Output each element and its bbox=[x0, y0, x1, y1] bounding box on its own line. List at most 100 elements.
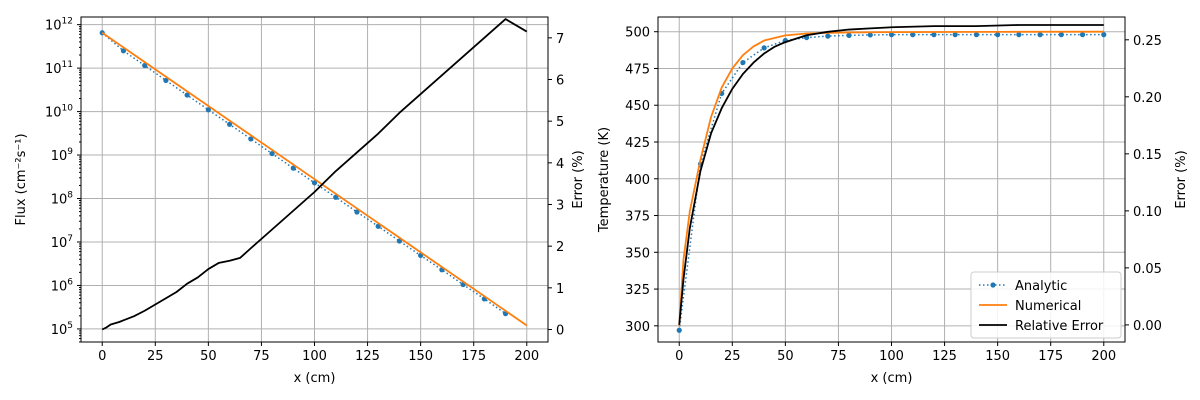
data-point-analytic bbox=[354, 209, 360, 215]
x-axis: 0 25 50 75 100 125 150 175 200 x (cm) bbox=[675, 342, 1116, 386]
data-point-analytic bbox=[290, 165, 296, 171]
y2-tick-label: 0.20 bbox=[1133, 91, 1162, 106]
data-point-analytic bbox=[952, 32, 958, 38]
y2-tick-label: 4 bbox=[556, 157, 564, 172]
x-axis: 0 25 50 75 100 125 150 175 200 x (cm) bbox=[98, 342, 539, 386]
x-tick-label: 50 bbox=[200, 349, 217, 364]
series-line-numerical bbox=[678, 30, 1104, 326]
data-point-analytic bbox=[205, 107, 211, 113]
y-tick-label: 105 bbox=[51, 321, 73, 338]
y2-tick-label: 0.05 bbox=[1133, 262, 1162, 277]
y-axis-label: Flux (cm⁻²s⁻¹) bbox=[14, 133, 29, 225]
data-point-analytic bbox=[825, 33, 831, 39]
data-point-analytic bbox=[846, 32, 852, 38]
y-tick-label: 106 bbox=[51, 277, 74, 294]
y2-tick-label: 0.25 bbox=[1133, 34, 1162, 49]
legend-label-relative-error: Relative Error bbox=[1015, 319, 1104, 334]
x-axis-label: x (cm) bbox=[294, 371, 336, 386]
data-point-analytic bbox=[311, 180, 318, 186]
x-tick-label: 125 bbox=[355, 349, 380, 364]
x-tick-label: 175 bbox=[461, 349, 486, 364]
x-tick-label: 0 bbox=[98, 349, 106, 364]
y-tick-label: 108 bbox=[51, 191, 74, 208]
x-tick-label: 25 bbox=[147, 349, 164, 364]
y-tick-label: 450 bbox=[625, 99, 650, 114]
x-tick-label: 150 bbox=[408, 349, 433, 364]
y2-tick-label: 0.00 bbox=[1133, 319, 1162, 334]
legend-box bbox=[970, 271, 1122, 339]
y2-tick-label: 0.15 bbox=[1133, 148, 1162, 163]
data-point-analytic bbox=[248, 136, 254, 142]
y-tick-label: 1010 bbox=[45, 104, 73, 121]
x-tick-label: 25 bbox=[724, 349, 741, 364]
series-line-numerical bbox=[101, 32, 528, 327]
series-group bbox=[99, 18, 528, 331]
data-point-analytic bbox=[1079, 32, 1086, 38]
data-point-analytic bbox=[163, 77, 169, 84]
legend: Analytic Numerical Relative Error bbox=[970, 271, 1122, 339]
x-tick-label: 200 bbox=[514, 349, 539, 364]
y-tick-label: 107 bbox=[51, 234, 73, 251]
chart-panel-2: 0 25 50 75 100 125 150 175 200 x (cm) 300 325 350 375… bbox=[597, 16, 1189, 386]
y-tick-label: 425 bbox=[625, 136, 650, 151]
data-point-analytic bbox=[142, 62, 148, 69]
data-point-analytic bbox=[931, 32, 937, 38]
y-tick-label: 375 bbox=[625, 210, 650, 225]
legend-label-analytic: Analytic bbox=[1015, 279, 1067, 294]
data-point-analytic bbox=[910, 32, 916, 38]
data-point-analytic bbox=[269, 150, 275, 157]
x-tick-label: 100 bbox=[879, 349, 904, 364]
data-point-analytic bbox=[226, 121, 233, 127]
x-tick-label: 50 bbox=[777, 349, 794, 364]
data-point-analytic bbox=[995, 32, 1001, 38]
series-line-relative-error bbox=[101, 18, 528, 331]
data-point-analytic bbox=[184, 92, 190, 98]
data-point-analytic bbox=[761, 45, 767, 51]
y-axis-left: 300 325 350 375 400 425 450 475 500 Temperature (… bbox=[597, 26, 658, 335]
data-point-analytic bbox=[740, 59, 746, 66]
data-point-analytic bbox=[1037, 32, 1043, 38]
data-point-analytic bbox=[973, 32, 980, 38]
x-axis-label: x (cm) bbox=[871, 371, 913, 386]
y2-tick-label: 0 bbox=[556, 324, 564, 339]
y-tick-label: 400 bbox=[625, 173, 650, 188]
y-tick-label: 1012 bbox=[45, 17, 73, 34]
y2-axis-label: Error (%) bbox=[571, 150, 586, 208]
y-axis-left: 105 106 107 108 109 1010 1011 1012 Flux (cm⁻²s⁻¹… bbox=[14, 17, 81, 343]
y2-tick-label: 1 bbox=[556, 282, 564, 297]
x-tick-label: 125 bbox=[932, 349, 957, 364]
series-line-relative-error bbox=[678, 24, 1104, 325]
data-point-analytic bbox=[333, 194, 339, 200]
y-tick-label: 109 bbox=[51, 147, 74, 164]
y2-tick-label: 0.10 bbox=[1133, 205, 1162, 220]
data-point-analytic bbox=[888, 32, 895, 38]
y-tick-label: 350 bbox=[625, 246, 650, 261]
x-tick-label: 0 bbox=[675, 349, 683, 364]
legend-marker-analytic bbox=[990, 282, 996, 288]
y2-axis-label: Error (%) bbox=[1174, 150, 1189, 208]
x-tick-label: 75 bbox=[253, 349, 270, 364]
x-tick-label: 100 bbox=[302, 349, 327, 364]
y-tick-label: 325 bbox=[625, 283, 650, 298]
data-point-analytic bbox=[120, 48, 127, 54]
data-point-analytic bbox=[1058, 32, 1064, 38]
y2-tick-label: 3 bbox=[556, 199, 564, 214]
data-point-analytic bbox=[396, 238, 403, 244]
x-tick-label: 200 bbox=[1091, 349, 1116, 364]
x-tick-label: 175 bbox=[1038, 349, 1063, 364]
y2-tick-label: 6 bbox=[556, 74, 564, 89]
x-tick-label: 150 bbox=[985, 349, 1010, 364]
y2-tick-label: 2 bbox=[556, 240, 564, 255]
y2-tick-label: 7 bbox=[556, 32, 564, 47]
legend-label-numerical: Numerical bbox=[1015, 299, 1081, 314]
data-point-analytic bbox=[1101, 32, 1107, 38]
x-tick-label: 75 bbox=[830, 349, 847, 364]
data-point-analytic bbox=[1016, 32, 1022, 38]
y-tick-label: 475 bbox=[625, 62, 650, 77]
y-tick-label: 500 bbox=[625, 26, 650, 41]
y-axis-label: Temperature (K) bbox=[597, 127, 612, 233]
y-tick-label: 1011 bbox=[45, 60, 73, 77]
y2-tick-label: 5 bbox=[556, 115, 564, 130]
series-group bbox=[676, 24, 1107, 333]
